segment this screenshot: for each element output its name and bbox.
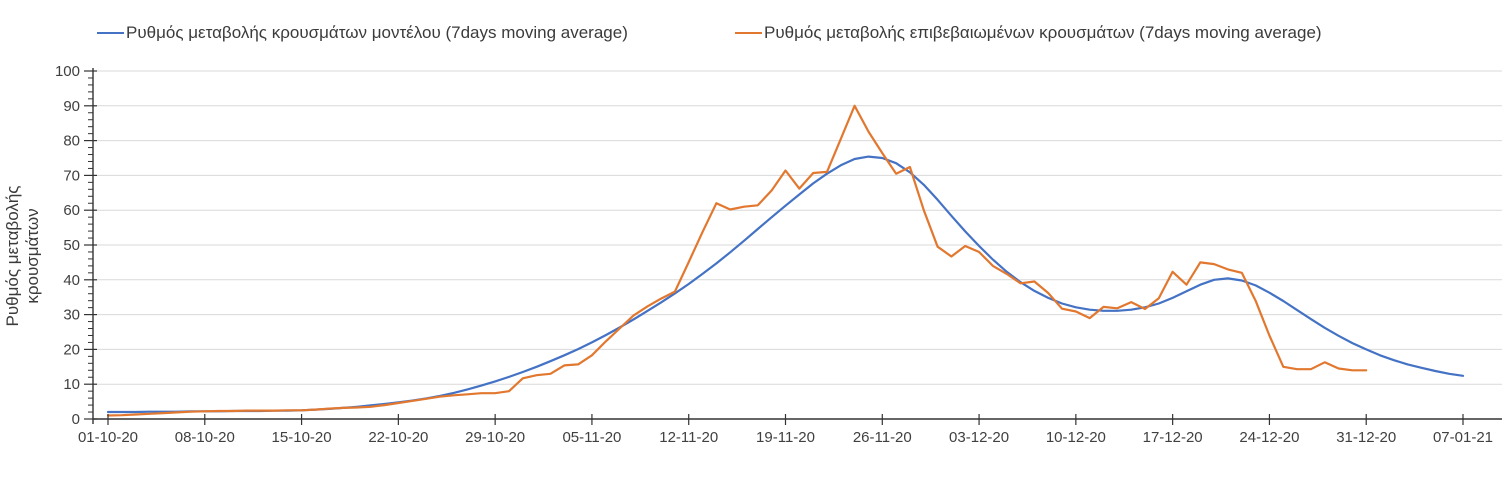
series-line-model bbox=[106, 155, 1465, 414]
x-tick-label: 15-10-20 bbox=[272, 429, 332, 446]
x-tick-label: 10-12-20 bbox=[1046, 429, 1106, 446]
series-line-confirmed bbox=[106, 104, 1368, 417]
y-tick-label: 100 bbox=[55, 63, 80, 80]
legend-item-model: Ρυθμός μεταβολής κρουσμάτων μοντέλου (7d… bbox=[97, 22, 628, 44]
y-tick-label: 20 bbox=[63, 341, 80, 358]
y-tick-label: 50 bbox=[63, 237, 80, 254]
y-tick-label: 60 bbox=[63, 202, 80, 219]
y-tick-label: 80 bbox=[63, 133, 80, 150]
x-tick-label: 24-12-20 bbox=[1239, 429, 1299, 446]
x-tick-label: 01-10-20 bbox=[78, 429, 138, 446]
y-tick-label: 10 bbox=[63, 376, 80, 393]
legend-line-confirmed-icon bbox=[735, 32, 762, 34]
x-tick-label: 03-12-20 bbox=[949, 429, 1009, 446]
y-axis-title: Ρυθμός μεταβολής κρουσμάτων bbox=[3, 185, 42, 327]
y-tick-label: 30 bbox=[63, 307, 80, 324]
x-tick-label: 05-11-20 bbox=[562, 429, 621, 446]
y-tick-label: 70 bbox=[63, 167, 80, 184]
x-tick-label: 07-01-21 bbox=[1433, 429, 1493, 446]
legend-line-model-icon bbox=[97, 32, 124, 34]
y-tick-label: 0 bbox=[72, 411, 80, 428]
x-tick-label: 22-10-20 bbox=[368, 429, 428, 446]
x-tick-label: 12-11-20 bbox=[659, 429, 718, 446]
x-tick-label: 08-10-20 bbox=[175, 429, 235, 446]
x-tick-label: 31-12-20 bbox=[1336, 429, 1396, 446]
x-tick-label: 26-11-20 bbox=[853, 429, 912, 446]
x-tick-label: 19-11-20 bbox=[756, 429, 815, 446]
x-tick-label: 17-12-20 bbox=[1143, 429, 1203, 446]
y-tick-label: 90 bbox=[63, 98, 80, 115]
legend-label-confirmed: Ρυθμός μεταβολής επιβεβαιωμένων κρουσμάτ… bbox=[764, 23, 1322, 42]
legend-label-model: Ρυθμός μεταβολής κρουσμάτων μοντέλου (7d… bbox=[126, 23, 628, 42]
x-tick-label: 29-10-20 bbox=[465, 429, 525, 446]
y-tick-label: 40 bbox=[63, 272, 80, 289]
legend-item-confirmed: Ρυθμός μεταβολής επιβεβαιωμένων κρουσμάτ… bbox=[735, 22, 1322, 44]
